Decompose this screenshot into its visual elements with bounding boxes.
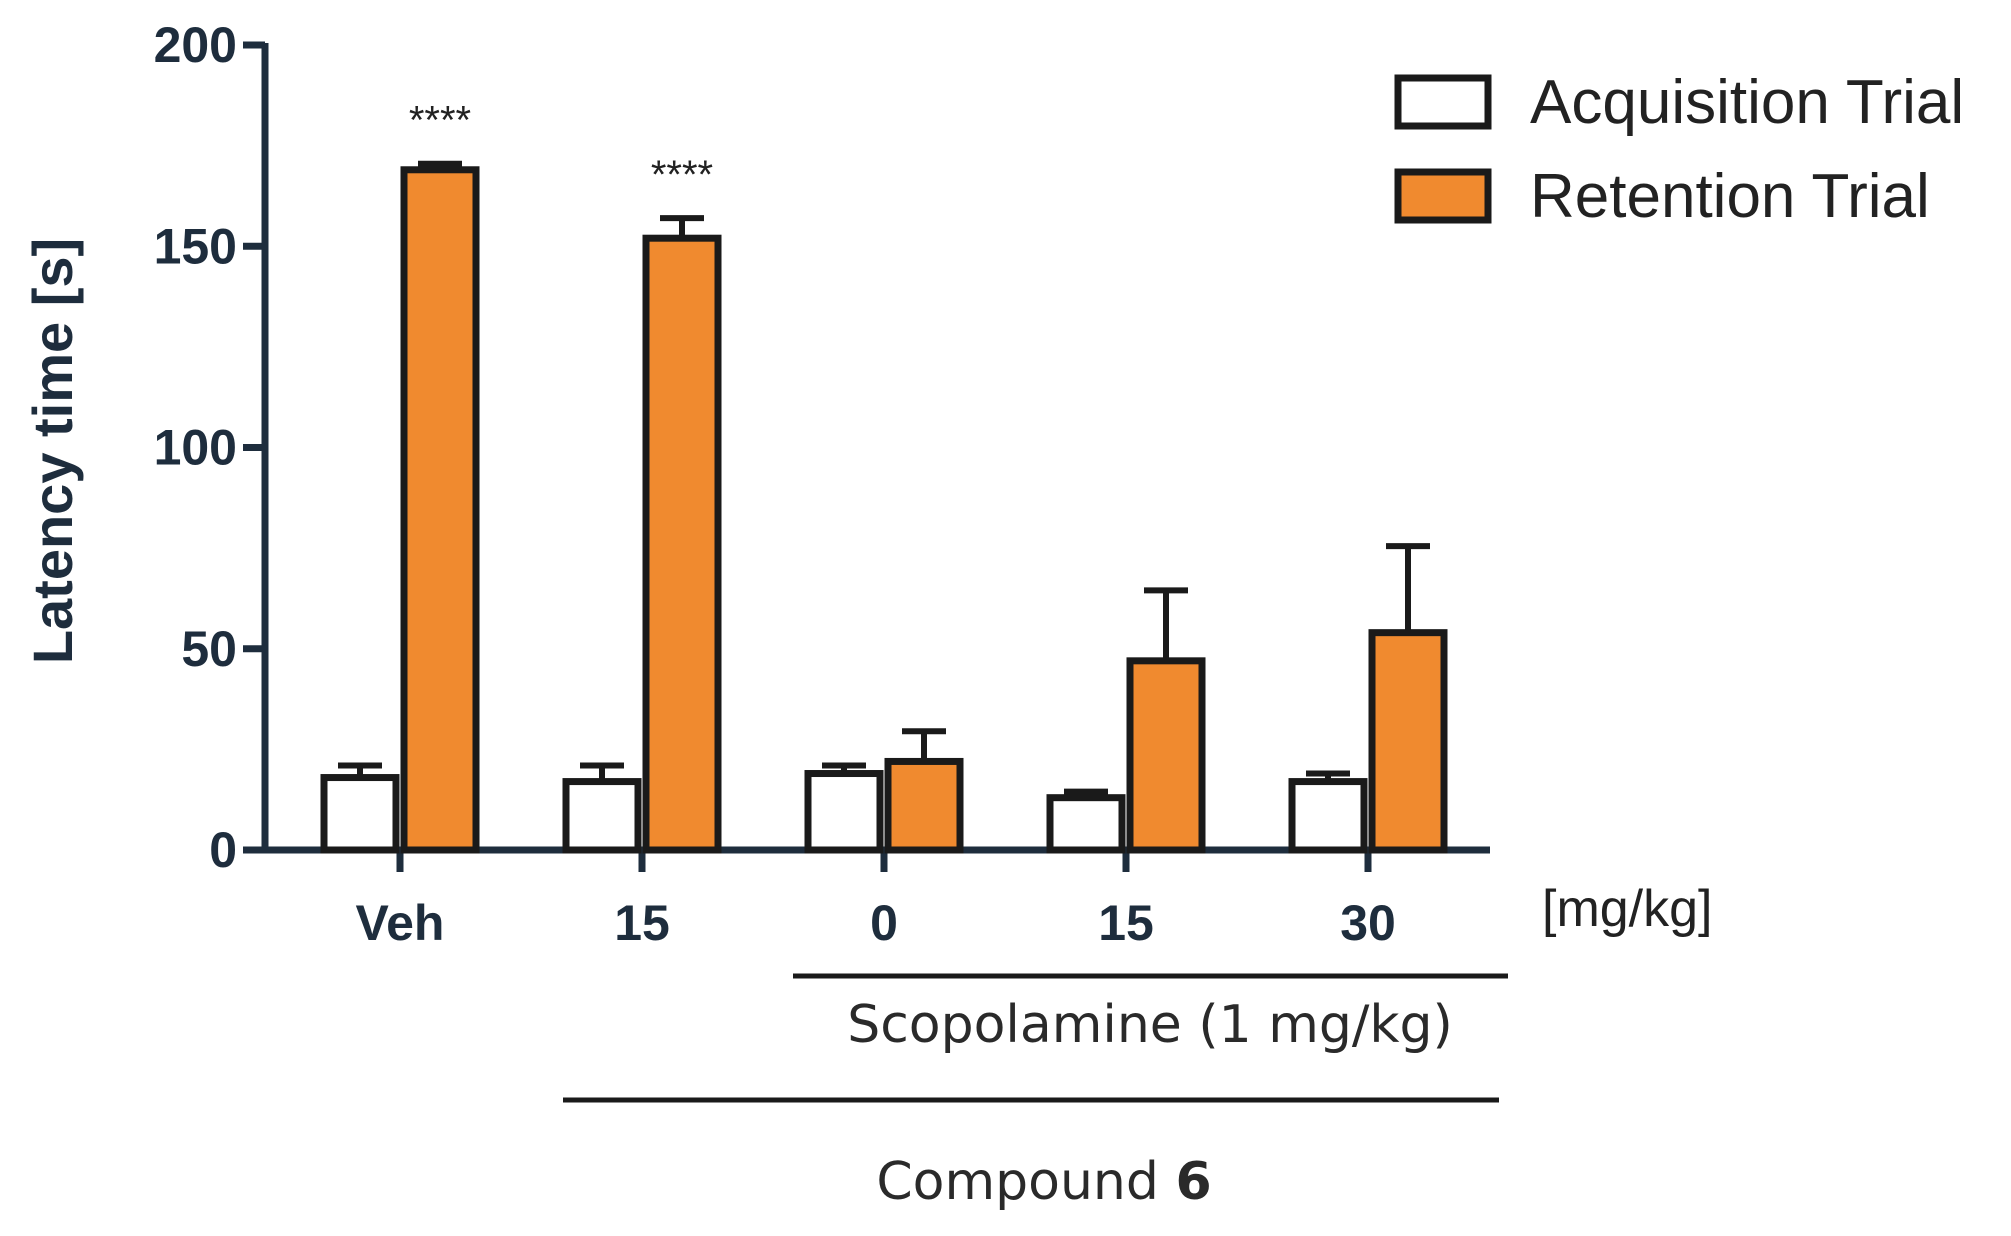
bar-acquisition bbox=[1288, 778, 1368, 854]
legend-swatch-acquisition bbox=[1394, 74, 1492, 130]
group-annotations: Scopolamine (1 mg/kg) Compound 6 bbox=[563, 973, 1508, 1212]
x-tick-label: 30 bbox=[1340, 895, 1396, 951]
bar-acquisition bbox=[1046, 794, 1126, 854]
legend-label-retention: Retention Trial bbox=[1530, 162, 1930, 231]
compound-label: Compound 6 bbox=[876, 1152, 1211, 1212]
bar-retention bbox=[1368, 629, 1448, 854]
y-tick-label: 0 bbox=[209, 822, 237, 878]
x-tick-label: 15 bbox=[614, 895, 670, 951]
bar-retention bbox=[642, 234, 722, 854]
legend: Acquisition Trial Retention Trial bbox=[1394, 68, 1964, 231]
x-tick-label: 0 bbox=[870, 895, 898, 951]
y-axis: 0 50 100 150 200 bbox=[154, 17, 269, 878]
bar-acquisition bbox=[320, 774, 400, 854]
legend-label-acquisition: Acquisition Trial bbox=[1530, 68, 1964, 137]
significance-markers: **** **** bbox=[409, 99, 713, 197]
bar-acquisition bbox=[562, 778, 642, 854]
error-bars bbox=[338, 160, 1430, 798]
compound-label-prefix: Compound bbox=[876, 1152, 1175, 1212]
bar-retention bbox=[400, 166, 480, 854]
bar-acquisition bbox=[804, 770, 884, 854]
scopolamine-label: Scopolamine (1 mg/kg) bbox=[847, 995, 1453, 1055]
compound-label-number: 6 bbox=[1175, 1152, 1211, 1212]
x-tick-label: 15 bbox=[1098, 895, 1154, 951]
x-axis: Veh 15 0 15 30 bbox=[262, 846, 1490, 951]
y-axis-label: Latency time [s] bbox=[21, 238, 84, 664]
y-tick-label: 200 bbox=[154, 17, 237, 73]
bar-retention bbox=[1126, 657, 1206, 854]
legend-swatch-retention bbox=[1394, 168, 1492, 224]
y-tick-label: 150 bbox=[154, 218, 237, 274]
x-unit-label: [mg/kg] bbox=[1542, 880, 1713, 938]
significance-stars: **** bbox=[409, 99, 471, 143]
bar-retention bbox=[884, 757, 964, 854]
y-tick-label: 50 bbox=[181, 621, 237, 677]
significance-stars: **** bbox=[651, 153, 713, 197]
bars bbox=[320, 166, 1448, 854]
x-tick-label: Veh bbox=[356, 895, 445, 951]
y-tick-label: 100 bbox=[154, 420, 237, 476]
